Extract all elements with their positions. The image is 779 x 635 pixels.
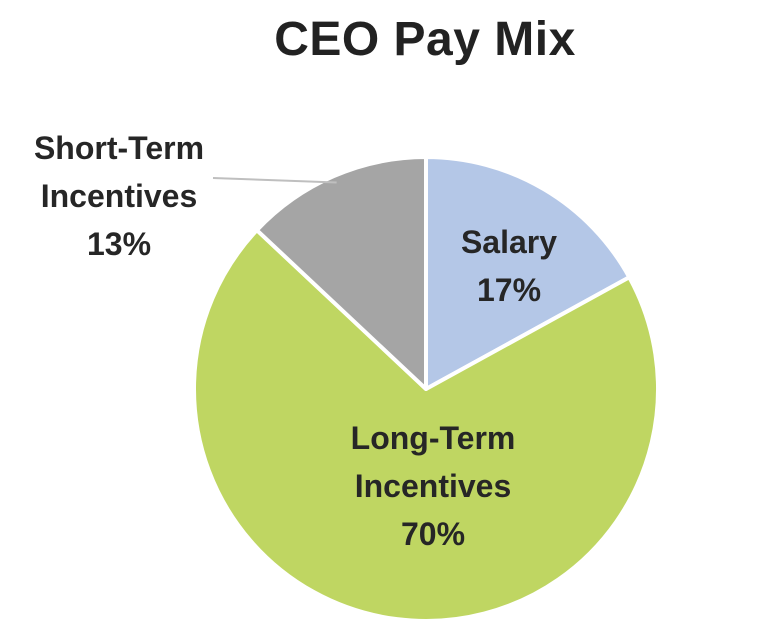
leader-line-short-term-incentives <box>212 177 337 184</box>
slice-label-salary-value: 17% <box>476 272 542 308</box>
pie-slice-short-term-incentives <box>254 155 428 391</box>
slice-label-salary: Salary 17% <box>434 218 584 314</box>
slice-label-short-term-value: 13% <box>86 226 152 262</box>
slice-label-long-term-line-1: Long-Term <box>350 420 516 456</box>
slice-label-short-term-line-1: Short-Term <box>33 130 205 166</box>
slice-label-short-term-incentives: Short-Term Incentives 13% <box>8 124 230 268</box>
slice-label-short-term-line-2: Incentives <box>40 178 198 214</box>
slice-label-salary-line-1: Salary <box>460 224 558 260</box>
slice-label-long-term-value: 70% <box>400 516 466 552</box>
slice-label-long-term-line-2: Incentives <box>354 468 512 504</box>
chart-title: CEO Pay Mix <box>274 13 576 66</box>
slice-label-long-term-incentives: Long-Term Incentives 70% <box>318 414 548 558</box>
pie-slice-long-term-incentives <box>192 228 660 623</box>
pie-slice-salary <box>424 155 632 391</box>
